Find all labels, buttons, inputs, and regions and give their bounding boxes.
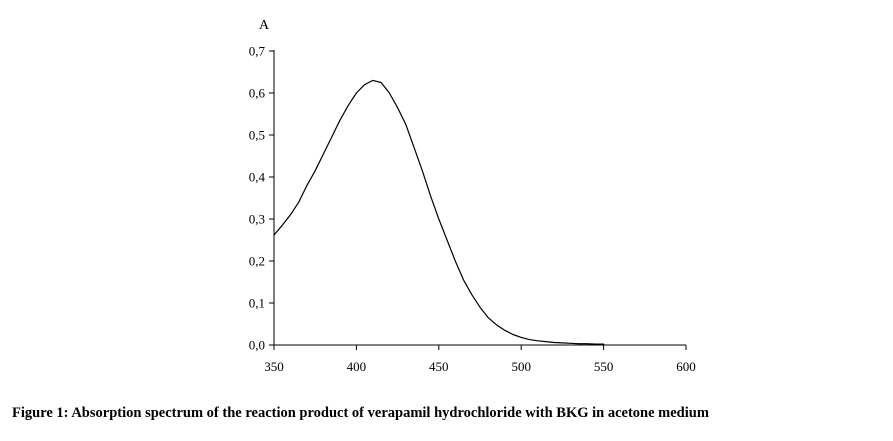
x-tick-label: 550 (594, 359, 614, 374)
y-axis-ticks: 0,0 0,1 0,2 0,3 0,4 0,5 0,6 0,7 (249, 44, 274, 353)
x-tick-label: 500 (511, 359, 531, 374)
y-tick-label: 0,0 (249, 338, 265, 353)
chart-area: A 0,0 0,1 0,2 0,3 0,4 0,5 0,6 0,7 350 400 450 500 5… (249, 18, 696, 374)
y-tick-label: 0,4 (249, 170, 266, 185)
y-tick-label: 0,6 (249, 86, 266, 101)
series-layer (273, 79, 605, 345)
y-tick-label: 0,5 (249, 128, 265, 143)
x-tick-label: 400 (347, 359, 367, 374)
x-tick-label: 600 (676, 359, 696, 374)
y-tick-label: 0,7 (249, 44, 266, 59)
x-tick-label: 350 (264, 359, 284, 374)
y-axis-title: A (259, 18, 270, 33)
x-axis-ticks: 350 400 450 500 550 600 (264, 345, 696, 374)
y-tick-label: 0,1 (249, 296, 265, 311)
y-tick-label: 0,3 (249, 212, 265, 227)
y-tick-label: 0,2 (249, 254, 265, 269)
x-tick-label: 450 (429, 359, 449, 374)
absorbance-series-line (273, 79, 605, 345)
figure-caption: Figure 1: Absorption spectrum of the rea… (12, 405, 709, 421)
absorption-spectrum-chart: A 0,0 0,1 0,2 0,3 0,4 0,5 0,6 0,7 350 400 450 500 5… (249, 18, 696, 374)
